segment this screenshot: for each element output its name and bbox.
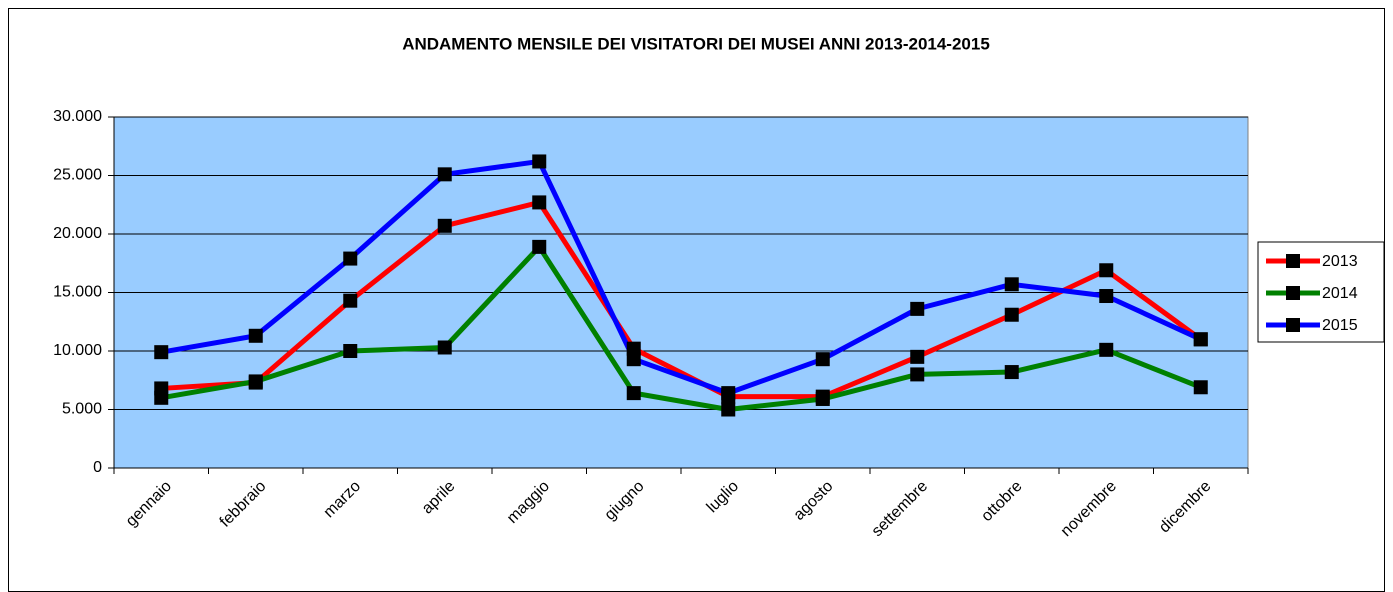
legend-label: 2014 <box>1322 285 1358 302</box>
marker <box>437 218 452 233</box>
marker <box>437 167 452 182</box>
legend-marker <box>1286 318 1300 332</box>
legend-label: 2015 <box>1322 317 1358 334</box>
marker <box>248 374 263 389</box>
marker <box>154 390 169 405</box>
marker <box>437 340 452 355</box>
series-line <box>161 199 1203 400</box>
marker <box>1004 277 1019 292</box>
legend-marker <box>1286 286 1300 300</box>
y-tick-label: 30.000 <box>53 108 102 125</box>
marker <box>532 154 547 169</box>
marker <box>721 402 736 417</box>
legend-marker <box>1286 254 1300 268</box>
marker <box>248 328 263 343</box>
marker <box>815 391 830 406</box>
y-tick-label: 5.000 <box>62 401 102 418</box>
y-tick-label: 10.000 <box>53 342 102 359</box>
marker <box>626 341 641 356</box>
marker <box>343 344 358 358</box>
marker <box>626 386 641 401</box>
marker <box>1099 342 1114 357</box>
y-tick-label: 20.000 <box>53 225 102 242</box>
marker <box>815 352 830 367</box>
marker <box>532 239 547 254</box>
marker <box>532 195 547 210</box>
marker <box>1193 332 1208 347</box>
y-tick-label: 15.000 <box>53 284 102 301</box>
series-line <box>160 244 1202 412</box>
marker <box>626 352 641 367</box>
legend-label: 2013 <box>1322 253 1358 270</box>
marker <box>910 367 925 382</box>
y-tick-label: 25.000 <box>53 167 102 184</box>
marker <box>1099 289 1114 304</box>
marker <box>1099 263 1114 278</box>
marker <box>343 293 358 308</box>
marker <box>910 349 925 364</box>
marker <box>1193 380 1208 395</box>
marker <box>154 345 169 360</box>
marker <box>910 301 925 316</box>
marker <box>1004 307 1019 322</box>
series-line <box>160 158 1202 396</box>
marker <box>721 386 736 401</box>
chart-title: ANDAMENTO MENSILE DEI VISITATORI DEI MUS… <box>402 34 990 53</box>
y-tick-label: 0 <box>93 459 102 476</box>
marker <box>1004 365 1019 380</box>
marker <box>343 251 358 266</box>
